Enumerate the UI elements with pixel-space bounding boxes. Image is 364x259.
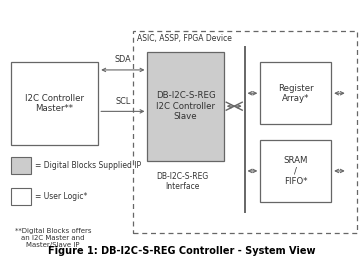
Text: SDA: SDA [115,55,131,64]
Text: SCL: SCL [115,97,131,106]
Text: **Digital Blocks offers
an I2C Master and
Master/Slave IP: **Digital Blocks offers an I2C Master an… [15,228,91,248]
Bar [11,188,31,205]
Text: = User Logic*: = User Logic* [35,192,88,201]
Bar [11,62,98,145]
Text: I2C Controller
Master**: I2C Controller Master** [25,94,84,113]
Bar [260,140,331,202]
Text: SRAM
/
FIFO*: SRAM / FIFO* [284,156,308,186]
Text: Register
Array*: Register Array* [278,84,313,103]
Text: DB-I2C-S-REG
I2C Controller
Slave: DB-I2C-S-REG I2C Controller Slave [156,91,215,121]
Bar [260,62,331,124]
Text: ASIC, ASSP, FPGA Device: ASIC, ASSP, FPGA Device [137,34,232,43]
Text: = Digital Blocks Supplied IP: = Digital Blocks Supplied IP [35,161,142,170]
Bar [147,52,224,161]
Bar [11,157,31,174]
Text: DB-I2C-S-REG
Interface: DB-I2C-S-REG Interface [156,172,208,191]
Text: Figure 1: DB-I2C-S-REG Controller - System View: Figure 1: DB-I2C-S-REG Controller - Syst… [48,246,316,256]
Bar [133,31,357,233]
